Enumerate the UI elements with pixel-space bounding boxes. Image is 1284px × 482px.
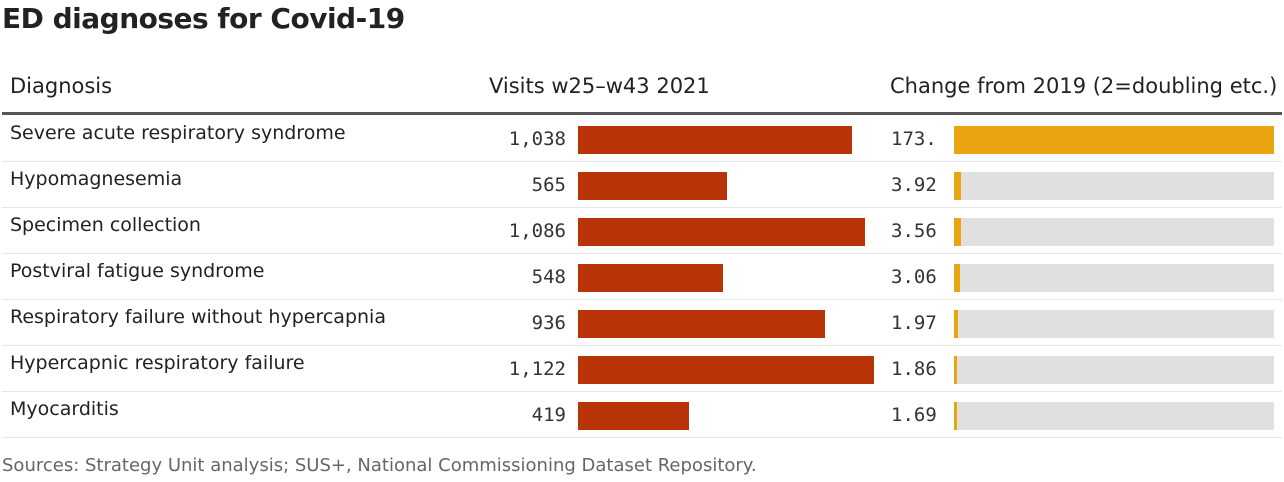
visits-bar (578, 402, 689, 430)
change-bar (954, 356, 957, 384)
header-rule (2, 112, 1282, 115)
visits-value-label: 419 (531, 404, 566, 426)
table-row: Myocarditis 419 1.69 (2, 392, 1282, 438)
change-bar-track (954, 402, 1274, 430)
diagnosis-label: Postviral fatigue syndrome (10, 260, 265, 282)
change-bar (954, 264, 960, 292)
table-row: Respiratory failure without hypercapnia 9… (2, 300, 1282, 346)
change-bar (954, 310, 958, 338)
change-bar-track (954, 172, 1274, 200)
diagnosis-label: Hypercapnic respiratory failure (10, 352, 305, 374)
visits-value-label: 1,086 (508, 220, 566, 242)
change-value-label: 3.92 (891, 174, 937, 196)
visits-column-header: Visits w25–w43 2021 (489, 74, 710, 98)
table-row: Hypomagnesemia 565 3.92 (2, 162, 1282, 208)
source-note: Sources: Strategy Unit analysis; SUS+, N… (2, 455, 757, 476)
change-bar (954, 172, 961, 200)
diagnosis-label: Specimen collection (10, 214, 201, 236)
visits-value-label: 1,122 (508, 358, 566, 380)
visits-value-label: 565 (531, 174, 566, 196)
visits-value-label: 936 (531, 312, 566, 334)
diagnosis-label: Respiratory failure without hypercapnia (10, 306, 386, 328)
change-bar-track (954, 218, 1274, 246)
change-value-label: 1.86 (891, 358, 937, 380)
table-row: Severe acute respiratory syndrome 1,038 17… (2, 116, 1282, 162)
visits-bar (578, 218, 865, 246)
change-column-header: Change from 2019 (2=doubling etc.) (890, 74, 1278, 98)
change-value-label: 1.69 (891, 404, 937, 426)
change-bar-track (954, 126, 1274, 154)
change-bar (954, 126, 1274, 154)
change-bar-track (954, 264, 1274, 292)
change-bar (954, 218, 961, 246)
table-row: Hypercapnic respiratory failure 1,122 1.86 (2, 346, 1282, 392)
visits-bar (578, 264, 723, 292)
change-value-label: 173. (891, 128, 937, 150)
change-bar-track (954, 356, 1274, 384)
visits-bar (578, 310, 825, 338)
change-bar (954, 402, 957, 430)
change-value-label: 3.06 (891, 266, 937, 288)
diagnosis-column-header: Diagnosis (10, 74, 113, 98)
diagnosis-label: Hypomagnesemia (10, 168, 183, 190)
change-value-label: 1.97 (891, 312, 937, 334)
visits-bar (578, 126, 852, 154)
visits-value-label: 548 (531, 266, 566, 288)
change-value-label: 3.56 (891, 220, 937, 242)
table-row: Postviral fatigue syndrome 548 3.06 (2, 254, 1282, 300)
chart-title: ED diagnoses for Covid-19 (2, 2, 405, 35)
diagnosis-label: Myocarditis (10, 398, 119, 420)
visits-bar (578, 172, 727, 200)
visits-bar (578, 356, 874, 384)
diagnosis-label: Severe acute respiratory syndrome (10, 122, 346, 144)
table-row: Specimen collection 1,086 3.56 (2, 208, 1282, 254)
change-bar-track (954, 310, 1274, 338)
visits-value-label: 1,038 (508, 128, 566, 150)
